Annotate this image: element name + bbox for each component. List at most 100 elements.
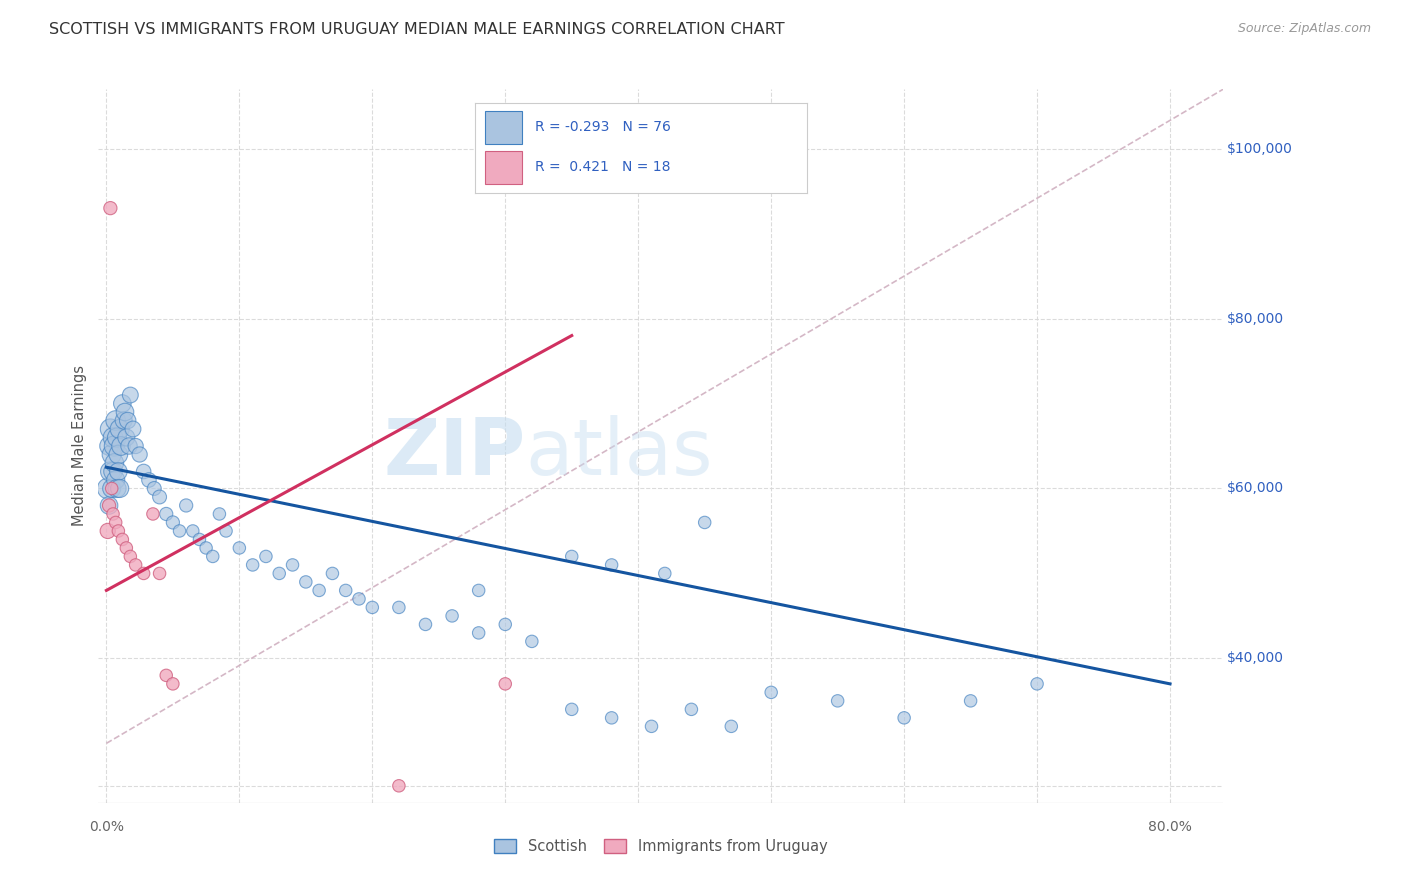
Point [105, 482, 128, 496]
Point [254, 549, 277, 564]
Point [654, 566, 676, 581]
Point [132, 566, 155, 581]
Point [117, 413, 139, 427]
Point [561, 702, 583, 716]
Point [138, 473, 160, 487]
Point [720, 719, 742, 733]
Point [600, 711, 623, 725]
Point [162, 677, 184, 691]
Point [388, 600, 411, 615]
Point [114, 405, 136, 419]
Text: $100,000: $100,000 [1227, 142, 1294, 156]
Point [308, 583, 330, 598]
Point [347, 591, 370, 606]
Point [98, 499, 121, 513]
Point [124, 439, 146, 453]
Text: ZIP: ZIP [384, 415, 526, 491]
Text: Source: ZipAtlas.com: Source: ZipAtlas.com [1237, 22, 1371, 36]
Text: $40,000: $40,000 [1227, 651, 1284, 665]
Point [142, 507, 165, 521]
Point [115, 430, 138, 444]
Point [111, 533, 134, 547]
Point [124, 558, 146, 572]
Point [321, 566, 343, 581]
Point [827, 694, 849, 708]
Point [107, 465, 129, 479]
Point [195, 541, 218, 555]
Point [104, 413, 127, 427]
Point [269, 566, 291, 581]
Point [155, 668, 177, 682]
Point [441, 608, 464, 623]
Point [494, 677, 516, 691]
Text: $60,000: $60,000 [1227, 482, 1284, 495]
Point [681, 702, 703, 716]
Point [107, 524, 129, 538]
Point [103, 456, 125, 470]
Point [959, 694, 981, 708]
Point [97, 482, 120, 496]
Text: SCOTTISH VS IMMIGRANTS FROM URUGUAY MEDIAN MALE EARNINGS CORRELATION CHART: SCOTTISH VS IMMIGRANTS FROM URUGUAY MEDI… [49, 22, 785, 37]
Point [103, 439, 125, 453]
Point [415, 617, 437, 632]
Point [107, 448, 129, 462]
Point [100, 482, 122, 496]
Point [122, 422, 145, 436]
Point [169, 524, 191, 538]
Point [120, 388, 142, 402]
Point [112, 413, 135, 427]
Point [100, 422, 122, 436]
Point [100, 201, 122, 215]
Point [101, 430, 124, 444]
Point [181, 524, 204, 538]
Point [115, 541, 138, 555]
Point [100, 465, 122, 479]
Point [97, 524, 120, 538]
Point [228, 541, 250, 555]
Point [132, 465, 155, 479]
Text: atlas: atlas [526, 415, 713, 491]
Point [1026, 677, 1049, 691]
Point [335, 583, 357, 598]
Text: 80.0%: 80.0% [1149, 820, 1192, 834]
Y-axis label: Median Male Earnings: Median Male Earnings [72, 366, 87, 526]
Point [520, 634, 543, 648]
Point [467, 583, 489, 598]
Point [494, 617, 516, 632]
Point [759, 685, 782, 699]
Point [242, 558, 264, 572]
Text: $80,000: $80,000 [1227, 311, 1284, 326]
Point [120, 549, 142, 564]
Point [104, 473, 127, 487]
Point [98, 499, 121, 513]
Point [215, 524, 238, 538]
Point [388, 779, 411, 793]
Point [361, 600, 384, 615]
Point [143, 482, 166, 496]
Point [148, 566, 170, 581]
Point [155, 507, 177, 521]
Point [467, 626, 489, 640]
Point [98, 439, 121, 453]
Text: 0.0%: 0.0% [89, 820, 124, 834]
Point [174, 499, 197, 513]
Point [118, 439, 141, 453]
Point [693, 516, 716, 530]
Point [208, 507, 231, 521]
Point [104, 516, 127, 530]
Point [100, 448, 122, 462]
Point [600, 558, 623, 572]
Point [561, 549, 583, 564]
Point [101, 465, 124, 479]
Point [201, 549, 224, 564]
Point [281, 558, 304, 572]
Point [893, 711, 915, 725]
Point [295, 574, 318, 589]
Point [128, 448, 150, 462]
Point [640, 719, 662, 733]
Point [101, 507, 124, 521]
Point [188, 533, 211, 547]
Point [148, 490, 170, 504]
Point [162, 516, 184, 530]
Point [100, 482, 122, 496]
